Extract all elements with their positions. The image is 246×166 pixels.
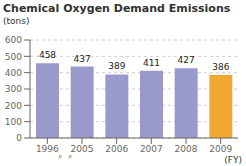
svg-text:2007: 2007	[140, 144, 163, 154]
svg-text:411: 411	[143, 58, 160, 68]
svg-text:2009: 2009	[209, 144, 232, 154]
svg-text:437: 437	[74, 54, 91, 64]
svg-text:1996: 1996	[36, 144, 59, 154]
svg-text:386: 386	[212, 62, 229, 72]
html-text:(tons): (tons)	[3, 16, 30, 26]
svg-text:389: 389	[108, 61, 125, 71]
svg-text:500: 500	[8, 52, 22, 62]
svg-text:300: 300	[8, 84, 22, 94]
html-text:Chemical Oxygen Demand Emissio: Chemical Oxygen Demand Emissions	[3, 2, 231, 15]
svg-text:427: 427	[178, 55, 195, 65]
svg-text:100: 100	[8, 117, 22, 127]
svg-text:600: 600	[8, 35, 22, 45]
html-text:(FY): (FY)	[224, 155, 242, 165]
svg-text:2006: 2006	[105, 144, 128, 154]
svg-text:2008: 2008	[175, 144, 198, 154]
svg-text:0: 0	[16, 133, 22, 143]
svg-text:200: 200	[8, 101, 22, 111]
svg-text:400: 400	[8, 68, 22, 78]
svg-text:458: 458	[39, 50, 56, 60]
svg-text:2005: 2005	[71, 144, 94, 154]
